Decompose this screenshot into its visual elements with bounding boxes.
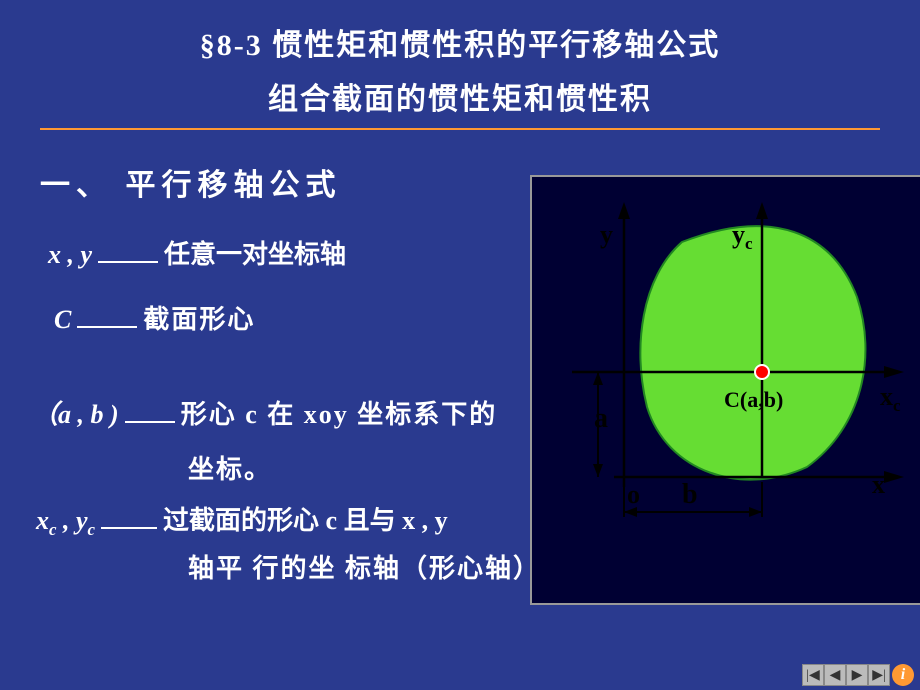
def-C-text: 截面形心	[143, 299, 255, 336]
dim-a-arrow-top	[593, 372, 603, 385]
nav-prev-button[interactable]: ◀	[824, 664, 846, 686]
dash-icon	[77, 326, 137, 328]
def-xcyc-symbol: xc , yc	[36, 506, 95, 540]
label-x: x	[872, 470, 885, 499]
title-block: §8-3 惯性矩和惯性积的平行移轴公式 组合截面的惯性矩和惯性积	[0, 0, 920, 118]
nav-info-button[interactable]: i	[892, 664, 914, 686]
title-line-1: §8-3 惯性矩和惯性积的平行移轴公式	[0, 20, 920, 64]
yc-axis-arrow	[756, 202, 768, 219]
figure-svg: y yc xc x o a b C(a,b)	[532, 177, 920, 607]
dash-icon	[125, 421, 175, 423]
label-C: C(a,b)	[724, 387, 783, 412]
label-b: b	[682, 479, 698, 510]
label-o: o	[627, 480, 640, 509]
nav-first-button[interactable]: |◀	[802, 664, 824, 686]
def-C-symbol: C	[54, 305, 71, 335]
label-y: y	[600, 220, 613, 249]
figure-panel: y yc xc x o a b C(a,b)	[530, 175, 920, 605]
centroid-point	[755, 365, 769, 379]
y-axis-arrow	[618, 202, 630, 219]
x-axis-arrow	[884, 471, 904, 483]
def-xy-text: 任意一对坐标轴	[164, 234, 346, 271]
dim-b-arrow-r	[749, 507, 762, 517]
dim-a-arrow-bot	[593, 464, 603, 477]
xc-axis-arrow	[884, 366, 904, 378]
title-line-2: 组合截面的惯性矩和惯性积	[0, 74, 920, 118]
def-xcyc-text1: 过截面的形心 c 且与 x , y	[163, 500, 448, 537]
def-xy-symbol: x , y	[48, 240, 92, 270]
def-ab-symbol: （a , b )	[32, 394, 119, 431]
cross-section-shape	[640, 226, 865, 479]
label-yc: yc	[732, 220, 753, 253]
dash-icon	[101, 527, 157, 529]
nav-next-button[interactable]: ▶	[846, 664, 868, 686]
nav-last-button[interactable]: ▶|	[868, 664, 890, 686]
def-ab-text1: 形心 c 在 xoy 坐标系下的	[181, 394, 498, 431]
label-a: a	[594, 403, 608, 434]
dash-icon	[98, 261, 158, 263]
label-xc: xc	[880, 382, 901, 415]
nav-buttons: |◀ ◀ ▶ ▶| i	[802, 664, 914, 686]
